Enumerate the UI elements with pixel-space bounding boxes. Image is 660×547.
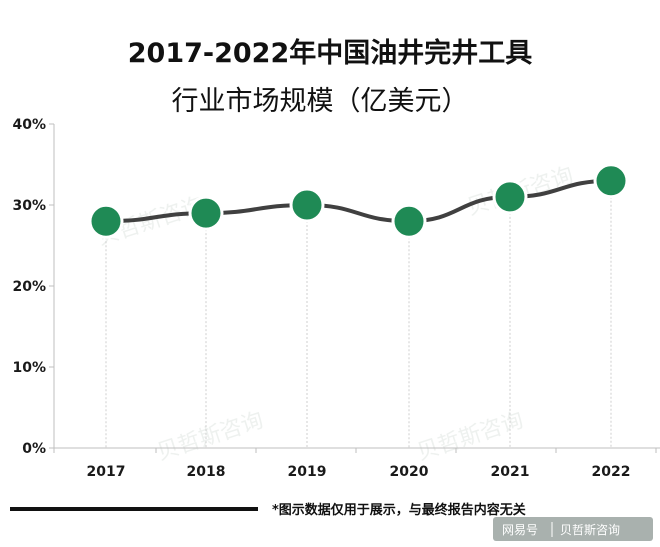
data-point-2022 <box>593 163 629 199</box>
data-point-2021 <box>492 179 528 215</box>
x-tick-label: 2022 <box>592 464 631 480</box>
data-point-2018 <box>188 195 224 231</box>
data-point-2020 <box>391 203 427 239</box>
y-tick-label: 30% <box>12 198 46 214</box>
x-ticks: 2017 2018 2019 2020 2021 2022 <box>53 448 657 480</box>
x-tick-label: 2019 <box>288 464 327 480</box>
x-tick-label: 2017 <box>87 464 126 480</box>
y-ticks: 0% 10% 20% 30% 40% <box>12 117 54 457</box>
data-point-2019 <box>289 187 325 223</box>
x-tick-label: 2018 <box>187 464 226 480</box>
drop-lines <box>105 180 612 448</box>
x-tick-label: 2020 <box>390 464 429 480</box>
y-tick-label: 0% <box>22 441 46 457</box>
y-tick-label: 20% <box>12 279 46 295</box>
chart-title-line2: 行业市场规模（亿美元） <box>172 86 469 117</box>
watermark: 贝哲斯咨询 <box>414 408 526 466</box>
footnote: *图示数据仅用于展示，与最终报告内容无关 <box>272 502 526 518</box>
data-point-2017 <box>88 203 124 239</box>
watermark: 贝哲斯咨询 <box>154 408 266 466</box>
source-platform: 网易号 <box>502 523 538 537</box>
source-badge <box>493 517 653 541</box>
y-tick-label: 40% <box>12 117 46 133</box>
source-author: 贝哲斯咨询 <box>560 522 620 537</box>
x-tick-label: 2021 <box>491 464 530 480</box>
chart-title-line1: 2017-2022年中国油井完井工具 <box>128 37 533 69</box>
markers <box>88 163 629 239</box>
y-tick-label: 10% <box>12 360 46 376</box>
